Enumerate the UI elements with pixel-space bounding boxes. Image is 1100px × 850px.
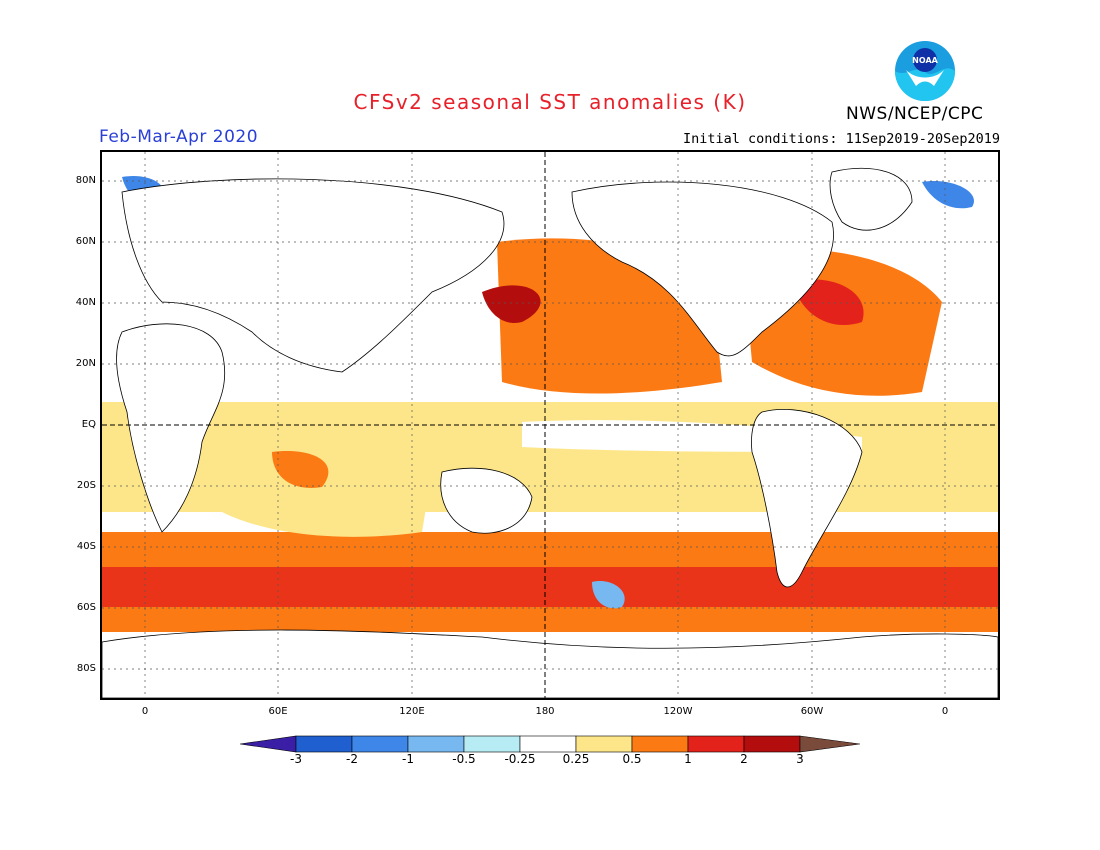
colorbar-label: 3	[796, 752, 804, 766]
lat-label: 60S	[76, 602, 96, 613]
map-title: CFSv2 seasonal SST anomalies (K)	[353, 90, 747, 114]
noaa-logo-icon: NOAA	[895, 41, 955, 101]
lon-label: 60E	[268, 706, 288, 717]
lat-label: 20S	[76, 480, 96, 491]
colorbar-segment	[407, 735, 465, 753]
lat-label: EQ	[81, 419, 96, 430]
lat-label: 40N	[75, 297, 96, 308]
lon-label: 60W	[800, 706, 824, 717]
lon-label: 0	[141, 706, 149, 717]
lon-label: 0	[941, 706, 949, 717]
lon-label: 120E	[399, 706, 425, 717]
colorbar-label: 2	[740, 752, 748, 766]
colorbar-label: 0.5	[622, 752, 642, 766]
colorbar-segment	[687, 735, 745, 753]
colorbar-segment	[351, 735, 409, 753]
lat-label: 40S	[76, 541, 96, 552]
colorbar-label: 0.25	[562, 752, 590, 766]
svg-text:NOAA: NOAA	[912, 56, 938, 65]
colorbar	[240, 735, 860, 753]
organization-label: NWS/NCEP/CPC	[846, 104, 984, 124]
lon-label: 180	[535, 706, 555, 717]
lat-label: 80N	[75, 175, 96, 186]
sst-anomaly-map	[100, 150, 1000, 700]
colorbar-label: -3	[290, 752, 302, 766]
colorbar-segment	[240, 735, 297, 753]
colorbar-segment	[519, 735, 577, 753]
colorbar-label: 1	[684, 752, 692, 766]
colorbar-segment	[799, 735, 860, 753]
initial-conditions: Initial conditions: 11Sep2019-20Sep2019	[683, 131, 1000, 147]
colorbar-label: -1	[402, 752, 414, 766]
lat-label: 60N	[75, 236, 96, 247]
colorbar-label: -2	[346, 752, 358, 766]
lat-label: 80S	[76, 663, 96, 674]
lat-label: 20N	[75, 358, 96, 369]
colorbar-label: -0.25	[504, 752, 536, 766]
colorbar-segment	[631, 735, 689, 753]
colorbar-label: -0.5	[452, 752, 476, 766]
lon-label: 120W	[663, 706, 693, 717]
colorbar-segment	[463, 735, 521, 753]
forecast-period: Feb-Mar-Apr 2020	[99, 127, 259, 147]
colorbar-segment	[295, 735, 353, 753]
colorbar-segment	[743, 735, 801, 753]
colorbar-segment	[575, 735, 633, 753]
